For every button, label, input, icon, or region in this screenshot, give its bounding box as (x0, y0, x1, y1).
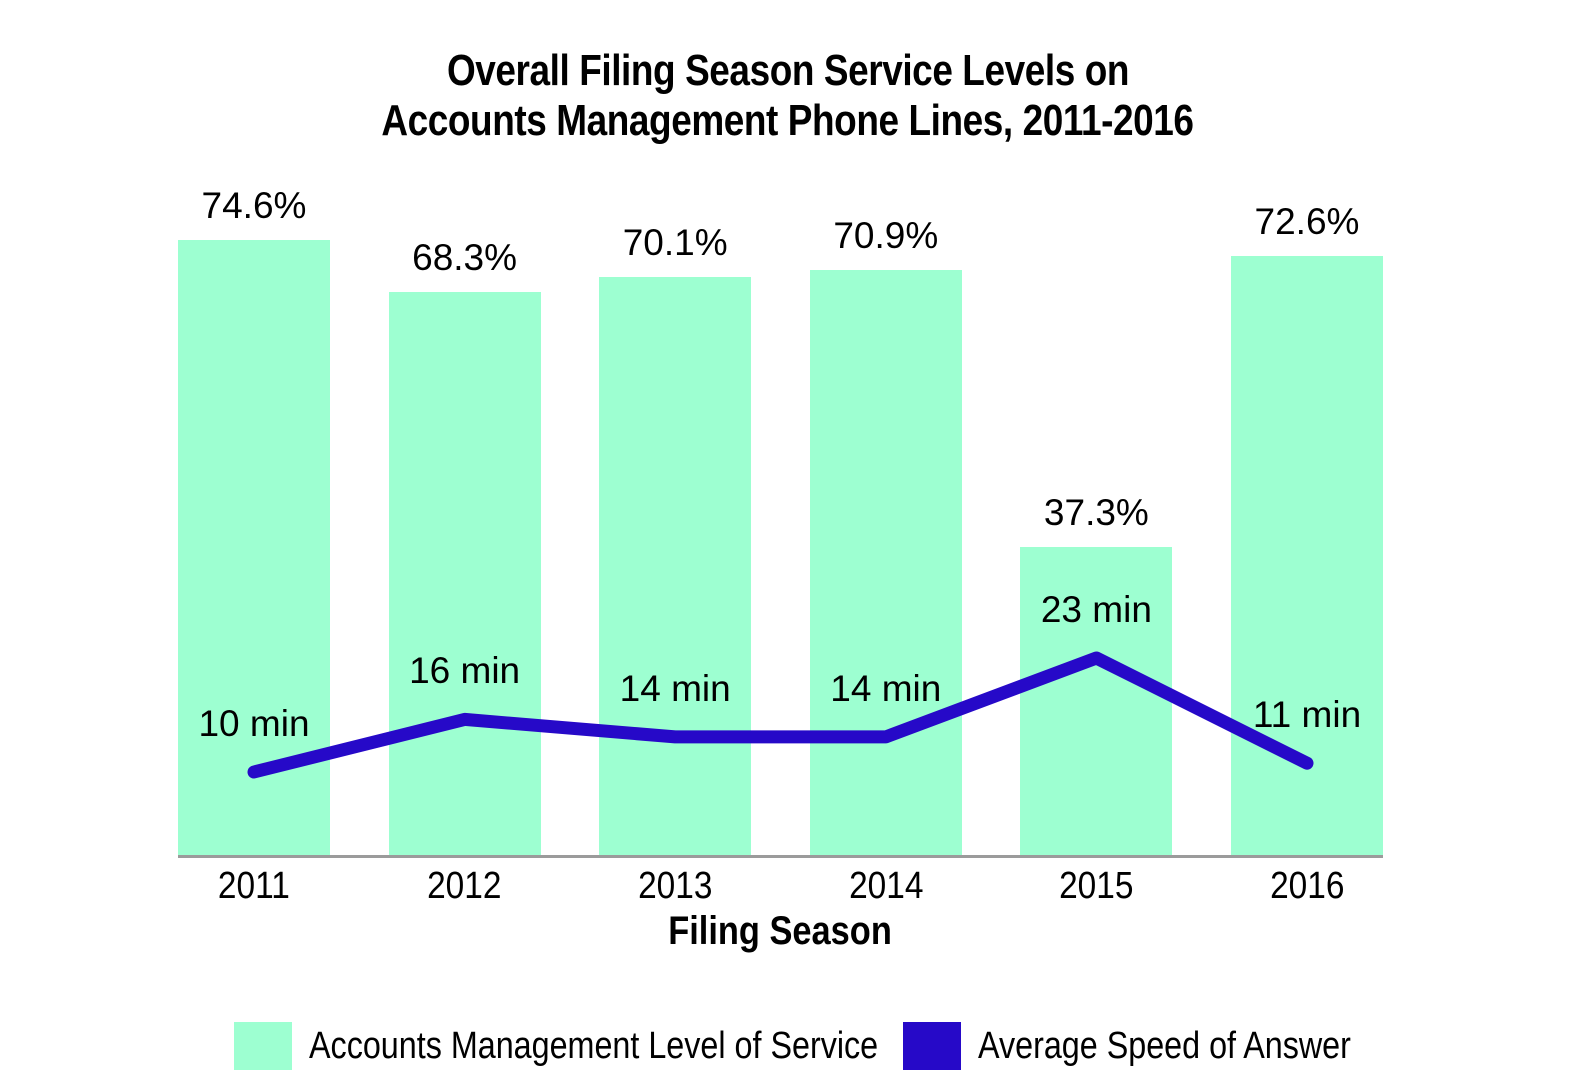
bar-2014 (809, 270, 962, 855)
bar-value-label-2014: 70.9% (833, 215, 939, 257)
chart-title-line-1: Overall Filing Season Service Levels on (446, 46, 1129, 95)
chart-title-line-2: Accounts Management Phone Lines, 2011-20… (381, 96, 1194, 145)
x-tick-2013: 2013 (637, 865, 713, 907)
x-axis-line (178, 855, 1383, 858)
line-value-label-2013: 14 min (619, 667, 731, 709)
bar-2015 (1020, 547, 1173, 855)
bar-value-label-2013: 70.1% (622, 221, 728, 263)
line-value-label-2014: 14 min (830, 667, 942, 709)
x-tick-2016: 2016 (1269, 865, 1345, 907)
bar-2012 (388, 291, 541, 855)
line-series-swatch-icon (903, 1022, 961, 1070)
average-speed-line (247, 651, 1314, 779)
bar-2011 (178, 239, 330, 855)
bar-value-label-2012: 68.3% (412, 236, 518, 278)
bar-value-label-2011: 74.6% (201, 184, 307, 226)
legend: Accounts Management Level of Service Ave… (0, 1012, 1575, 1082)
bar-series-swatch-icon (234, 1022, 292, 1070)
legend-label-level-of-service: Accounts Management Level of Service (309, 1025, 879, 1067)
bar-value-label-2016: 72.6% (1254, 201, 1360, 243)
legend-label-average-speed: Average Speed of Answer (978, 1025, 1351, 1067)
bar-value-label-2015: 37.3% (1043, 492, 1149, 534)
x-axis-tick-labels: 2011 2012 2013 2014 2015 2016 (178, 866, 1383, 908)
chart-title: Overall Filing Season Service Levels on … (0, 46, 1575, 146)
bar-2016 (1231, 256, 1383, 855)
line-value-label-2012: 16 min (409, 650, 521, 692)
bar-2013 (599, 276, 752, 855)
x-tick-2014: 2014 (848, 865, 923, 907)
x-axis-title: Filing Season (668, 909, 893, 953)
legend-item-level-of-service: Accounts Management Level of Service (234, 1022, 979, 1070)
line-value-label-2016: 11 min (1252, 694, 1362, 736)
line-value-label-2015: 23 min (1040, 589, 1152, 630)
x-tick-2012: 2012 (427, 865, 502, 907)
line-value-label-2011: 10 min (198, 703, 310, 744)
x-tick-2011: 2011 (218, 865, 290, 907)
plot-area: 74.6% 10 min 68.3% 16 min 70.1% 14 min 70.9% 14… (178, 170, 1383, 858)
legend-item-average-speed: Average Speed of Answer (903, 1022, 1417, 1070)
x-tick-2015: 2015 (1059, 865, 1134, 907)
